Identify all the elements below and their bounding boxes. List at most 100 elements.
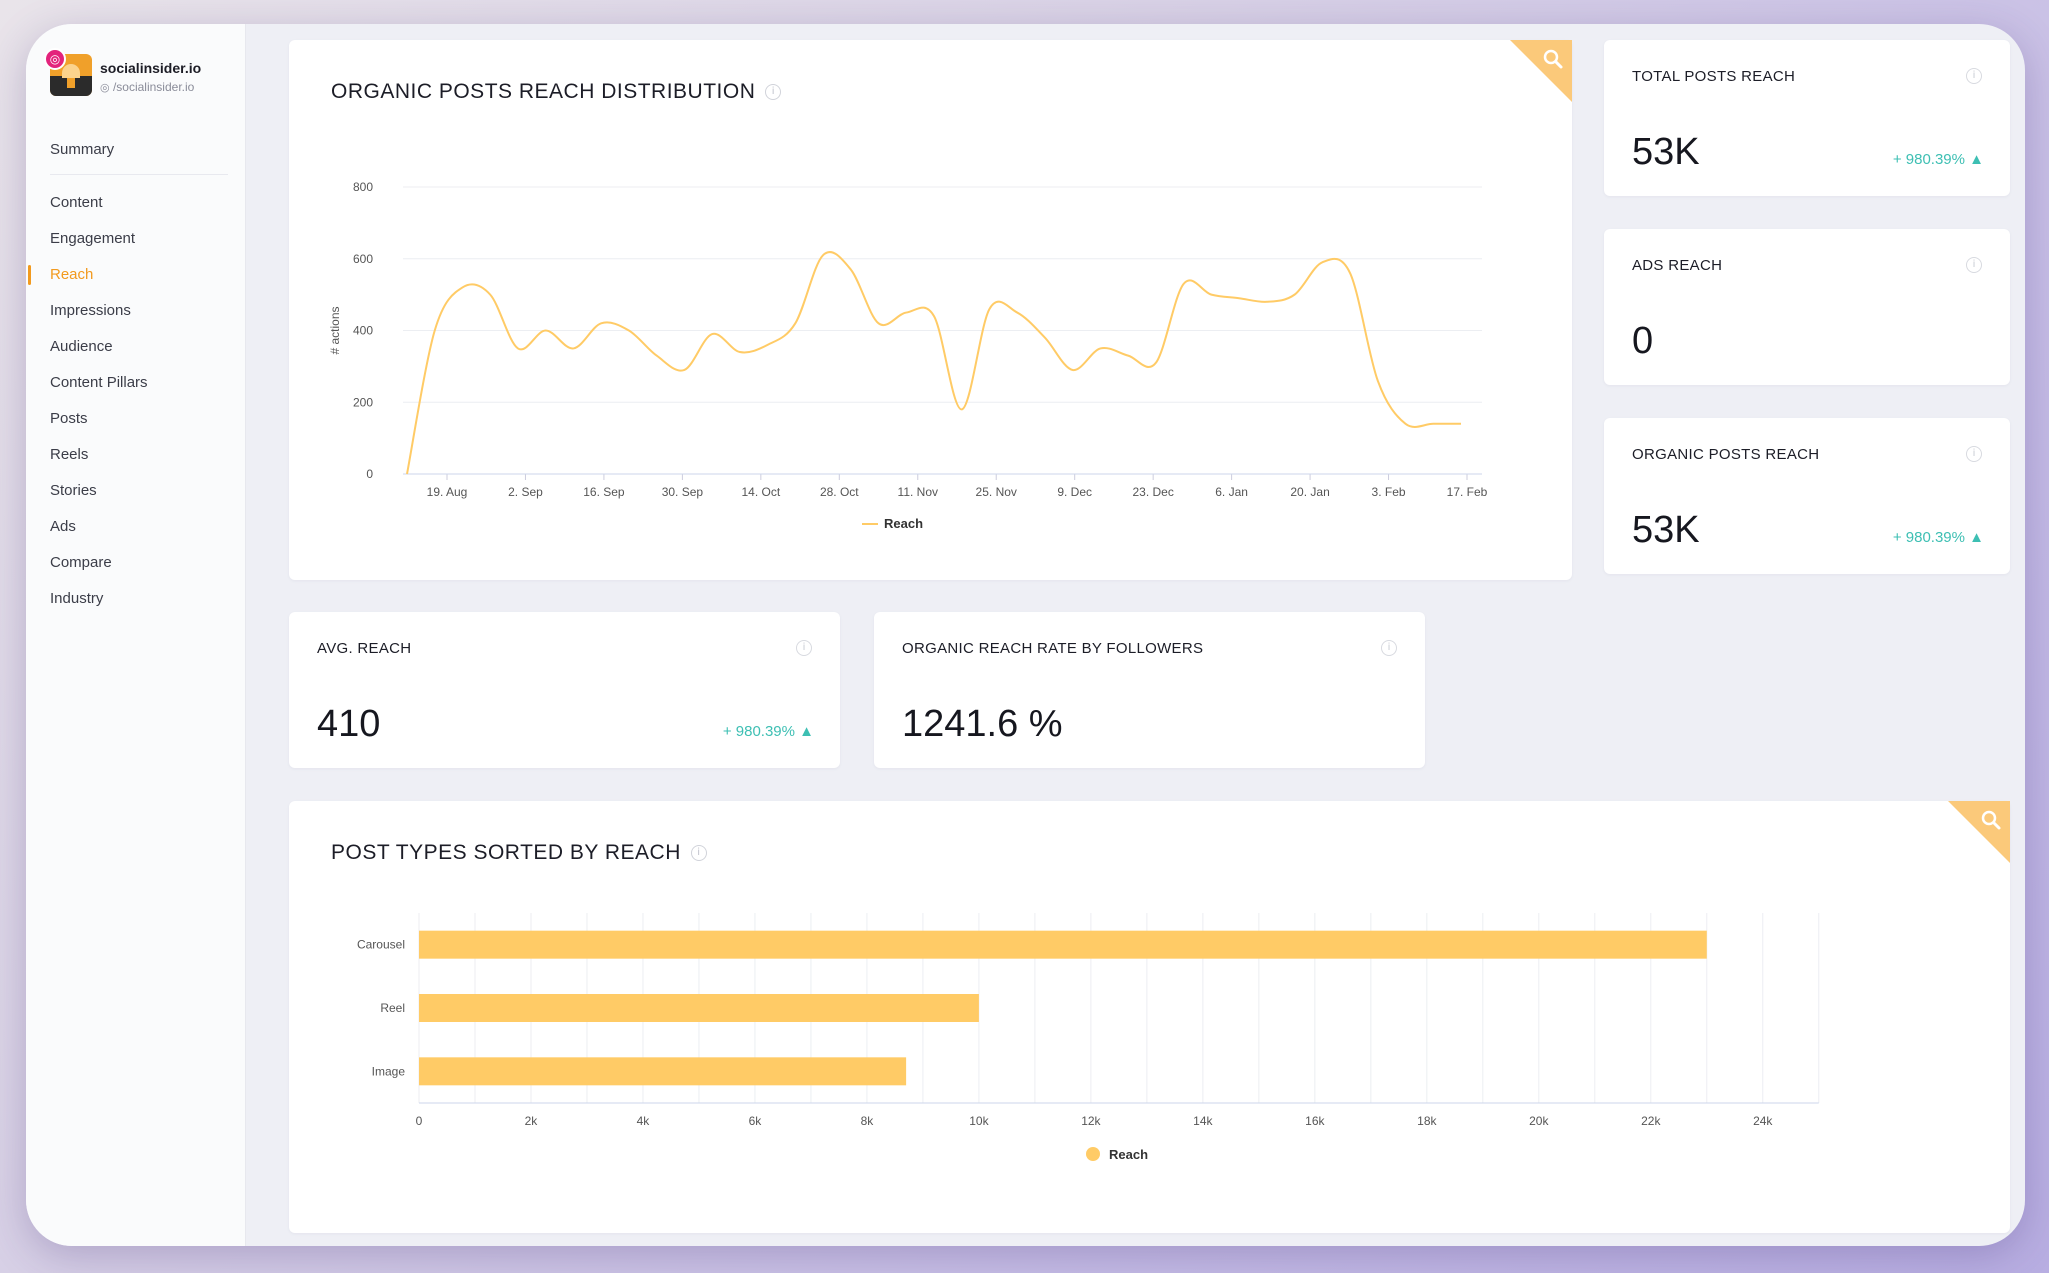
info-icon[interactable]: i [1966, 446, 1982, 462]
sidebar-item-impressions[interactable]: Impressions [50, 302, 131, 319]
x-tick-label: 6. Jan [1215, 485, 1248, 499]
sidebar-item-summary[interactable]: Summary [50, 141, 115, 158]
post-types-bar-chart: 0 2k 4k 6k 8k 10k 12k 14k 16k 18k 20k 22k 24k Carouse… [357, 913, 1820, 1162]
y-tick-label: 200 [353, 395, 373, 409]
reach-rate-value: 1241.6 % [902, 703, 1063, 745]
sidebar-item-audience[interactable]: Audience [50, 338, 113, 355]
legend-label-reach: Reach [884, 516, 923, 531]
reach-rate-card: ORGANIC REACH RATE BY FOLLOWERS i 1241.6… [874, 612, 1425, 768]
x-tick-label: 25. Nov [976, 485, 1017, 499]
x-tick-label: 8k [861, 1114, 875, 1128]
info-icon[interactable]: i [690, 845, 707, 862]
profile-avatar [50, 54, 92, 96]
reach-distribution-card: ORGANIC POSTS REACH DISTRIBUTION i 0 200 40… [289, 40, 1572, 580]
series-line-reach [406, 251, 1461, 475]
sidebar-item-compare[interactable]: Compare [50, 554, 112, 571]
info-icon[interactable]: i [796, 640, 812, 656]
reach-rate-title: ORGANIC REACH RATE BY FOLLOWERS [902, 640, 1204, 657]
bar-carousel [419, 930, 1707, 959]
reach-line-chart: 0 200 400 600 800 # actions 19. Aug 2. Sep 16. S… [328, 180, 1488, 531]
total-posts-reach-value: 53K [1632, 131, 1700, 173]
post-types-card: POST TYPES SORTED BY REACH i 0 2k 4k 6k 8k 10k… [289, 801, 2010, 1233]
x-tick-label: 0 [416, 1114, 423, 1128]
category-label: Reel [380, 1001, 405, 1015]
organic-posts-reach-delta: + 980.39% ▲ [1892, 529, 1984, 546]
organic-posts-reach-value: 53K [1632, 509, 1700, 551]
x-tick-label: 20. Jan [1290, 485, 1329, 499]
x-tick-label: 20k [1529, 1114, 1549, 1128]
bar-reel [419, 994, 979, 1022]
sidebar-item-engagement[interactable]: Engagement [50, 230, 136, 247]
x-tick-label: 28. Oct [820, 485, 859, 499]
sidebar-item-stories[interactable]: Stories [50, 482, 97, 499]
legend-swatch-reach [1086, 1147, 1100, 1161]
avg-reach-delta: + 980.39% ▲ [722, 723, 814, 740]
x-tick-label: 22k [1641, 1114, 1661, 1128]
instagram-icon: ◎ [44, 48, 66, 70]
zoom-corner-button[interactable] [1948, 801, 2010, 863]
x-tick-label: 12k [1081, 1114, 1101, 1128]
x-tick-label: 10k [969, 1114, 989, 1128]
bar-image [419, 1057, 907, 1086]
zoom-corner-button[interactable] [1510, 40, 1572, 102]
total-posts-reach-card: TOTAL POSTS REACH i 53K + 980.39% ▲ [1604, 40, 2010, 196]
sidebar-item-reels[interactable]: Reels [50, 446, 89, 463]
reach-distribution-title: ORGANIC POSTS REACH DISTRIBUTION i [331, 80, 782, 104]
x-tick-label: 17. Feb [1447, 485, 1488, 499]
info-icon[interactable]: i [1381, 640, 1397, 656]
sidebar-item-posts[interactable]: Posts [50, 410, 88, 427]
search-icon [1981, 810, 2001, 830]
info-icon[interactable]: i [765, 84, 782, 101]
total-posts-reach-title: TOTAL POSTS REACH [1632, 68, 1796, 85]
x-tick-label: 16. Sep [583, 485, 625, 499]
sidebar: ◎ socialinsider.io ◎ /socialinsider.io S… [26, 24, 246, 1246]
info-icon[interactable]: i [1966, 68, 1982, 84]
sidebar-item-industry[interactable]: Industry [50, 590, 104, 607]
y-tick-label: 400 [353, 324, 373, 338]
x-tick-label: 16k [1305, 1114, 1325, 1128]
legend-label-reach: Reach [1109, 1147, 1148, 1162]
nav-divider [50, 174, 228, 175]
avg-reach-card: AVG. REACH i 410 + 980.39% ▲ [289, 612, 840, 768]
x-tick-label: 4k [637, 1114, 651, 1128]
y-tick-label: 0 [366, 467, 373, 481]
instagram-small-icon: ◎ [100, 81, 110, 94]
x-tick-label: 11. Nov [898, 485, 938, 499]
x-tick-label: 14. Oct [742, 485, 781, 499]
sidebar-item-reach[interactable]: Reach [26, 257, 246, 293]
ads-reach-card: ADS REACH i 0 [1604, 229, 2010, 385]
category-label: Image [372, 1064, 406, 1078]
x-tick-label: 2. Sep [508, 485, 543, 499]
organic-posts-reach-title: ORGANIC POSTS REACH [1632, 446, 1820, 463]
app-window: ◎ socialinsider.io ◎ /socialinsider.io S… [26, 24, 2025, 1246]
organic-posts-reach-card: ORGANIC POSTS REACH i 53K + 980.39% ▲ [1604, 418, 2010, 574]
x-tick-label: 24k [1753, 1114, 1773, 1128]
brand-name: socialinsider.io [100, 60, 202, 76]
x-tick-label: 14k [1193, 1114, 1213, 1128]
avg-reach-value: 410 [317, 703, 381, 745]
sidebar-item-content-pillars[interactable]: Content Pillars [50, 374, 148, 391]
category-label: Carousel [357, 938, 405, 952]
x-tick-label: 19. Aug [427, 485, 468, 499]
info-icon[interactable]: i [1966, 257, 1982, 273]
y-tick-label: 800 [353, 180, 373, 194]
post-types-title-text: POST TYPES SORTED BY REACH [331, 841, 681, 864]
sidebar-item-content[interactable]: Content [50, 194, 103, 211]
x-tick-label: 3. Feb [1372, 485, 1406, 499]
y-axis-label: # actions [328, 306, 342, 354]
x-tick-label: 6k [749, 1114, 763, 1128]
x-tick-label: 2k [525, 1114, 539, 1128]
brand-handle-text: /socialinsider.io [112, 80, 195, 94]
brand-header[interactable]: ◎ socialinsider.io ◎ /socialinsider.io [44, 38, 240, 98]
avg-reach-title: AVG. REACH [317, 640, 412, 657]
post-types-title: POST TYPES SORTED BY REACH i [331, 841, 707, 865]
sidebar-nav: Summary Content Engagement Reach Impress… [26, 132, 246, 617]
y-tick-label: 600 [353, 252, 373, 266]
x-tick-label: 18k [1417, 1114, 1437, 1128]
sidebar-item-ads[interactable]: Ads [50, 518, 76, 535]
brand-handle: ◎ /socialinsider.io [100, 80, 194, 94]
ads-reach-title: ADS REACH [1632, 257, 1723, 274]
ads-reach-value: 0 [1632, 320, 1654, 362]
search-icon [1543, 49, 1563, 69]
x-tick-label: 30. Sep [662, 485, 704, 499]
